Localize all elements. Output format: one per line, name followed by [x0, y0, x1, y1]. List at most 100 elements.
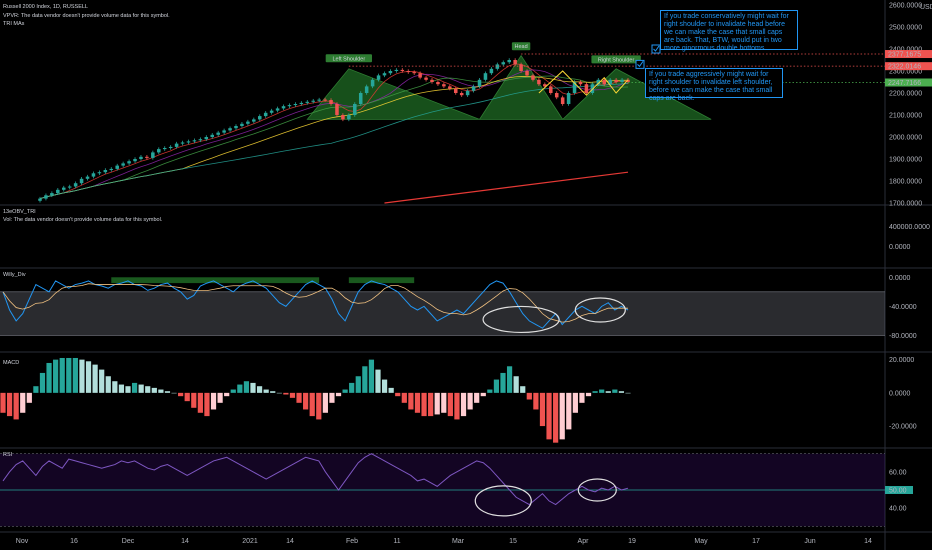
- willy-tick-0: 0.0000: [889, 275, 911, 282]
- macd-bar: [599, 389, 605, 393]
- candle-body: [501, 62, 506, 65]
- macd-bar: [414, 392, 421, 413]
- time-tick-1: 16: [70, 538, 78, 545]
- candle: [400, 68, 405, 73]
- candle-body: [519, 64, 523, 71]
- candle: [281, 104, 286, 111]
- price-currency: USD: [920, 4, 932, 11]
- note-conservative[interactable]: If you trade conservatively might wait f…: [660, 10, 798, 52]
- candle-body: [293, 104, 298, 106]
- candle-body: [275, 108, 280, 111]
- candle-body: [174, 143, 179, 147]
- candle-body: [139, 156, 143, 159]
- willy-circle-1: [574, 297, 626, 323]
- macd-bar: [164, 391, 171, 393]
- macd-bar: [99, 369, 105, 393]
- candle: [323, 97, 327, 102]
- candle-body: [477, 79, 482, 87]
- macd-bar: [434, 392, 440, 415]
- candle: [388, 69, 393, 75]
- macd-bar: [158, 389, 164, 393]
- candle: [91, 171, 96, 179]
- candle-body: [531, 75, 535, 80]
- candle: [364, 84, 369, 95]
- candle: [174, 141, 179, 149]
- candle: [418, 71, 422, 80]
- left-shoulder-label-text: Left Shoulder: [332, 56, 365, 62]
- price-tick-4: 2200.0000: [889, 91, 922, 98]
- macd-bar: [355, 376, 361, 393]
- candle-body: [329, 100, 333, 104]
- time-tick-6: Feb: [346, 538, 358, 545]
- candle: [269, 108, 274, 115]
- willy-tick-2: -80.0000: [889, 333, 917, 340]
- candle-body: [341, 115, 345, 120]
- macd-bar: [39, 372, 46, 393]
- candle: [341, 113, 345, 122]
- candle-body: [127, 161, 131, 164]
- candle-body: [442, 84, 446, 87]
- price-label-2: 2247.7166: [885, 78, 932, 87]
- macd-bar: [349, 382, 355, 393]
- candle-body: [157, 149, 161, 153]
- macd-bar: [467, 392, 473, 410]
- macd-bar: [178, 392, 184, 397]
- candle-body: [210, 134, 215, 137]
- price-label-2-text: 2247.7166: [888, 80, 921, 87]
- candle-body: [620, 79, 624, 82]
- candle-body: [543, 84, 547, 87]
- macd-bar: [480, 392, 486, 397]
- candle: [157, 147, 161, 155]
- candle: [246, 119, 250, 126]
- macd-bar: [395, 392, 401, 397]
- candle: [578, 80, 583, 86]
- candle: [459, 91, 464, 97]
- macd-bar: [79, 359, 85, 393]
- candle-body: [162, 148, 167, 150]
- candle: [465, 89, 470, 97]
- candle: [489, 67, 494, 75]
- time-tick-9: 15: [509, 538, 517, 545]
- candle: [151, 150, 155, 160]
- candle-body: [453, 88, 458, 93]
- left-shoulder-label: Left Shoulder: [325, 54, 372, 63]
- time-tick-3: 14: [181, 538, 189, 545]
- note-aggressive[interactable]: If you trade aggressively might wait for…: [645, 68, 783, 102]
- macd-bar: [112, 381, 118, 393]
- candle-body: [204, 137, 209, 140]
- candle-body: [305, 101, 310, 103]
- price-label-1-text: 2322.0146: [888, 64, 921, 71]
- macd-bar: [296, 392, 302, 403]
- price-tick-2: 2400.0000: [889, 47, 922, 54]
- candle-body: [525, 71, 529, 76]
- macd-bar: [566, 392, 572, 430]
- macd-bar: [474, 392, 480, 403]
- candle: [376, 73, 381, 82]
- macd-bar: [289, 392, 296, 398]
- long-ma-line: [384, 171, 629, 204]
- note1-check-mark: [653, 45, 660, 52]
- macd-bar: [506, 366, 513, 393]
- macd-bar: [20, 392, 26, 413]
- candle: [73, 181, 78, 189]
- macd-bar: [263, 389, 269, 393]
- candle: [317, 97, 321, 103]
- macd-bar: [605, 391, 611, 393]
- candle: [109, 167, 114, 172]
- candle: [614, 78, 618, 84]
- candle-body: [257, 116, 262, 120]
- candle-body: [222, 130, 226, 133]
- macd-bar: [618, 391, 625, 393]
- candle-body: [513, 60, 517, 65]
- macd-bar: [309, 392, 315, 417]
- candle: [620, 78, 624, 84]
- macd-title: MACD: [3, 360, 19, 366]
- candle: [353, 102, 357, 117]
- time-tick-8: Mar: [452, 538, 465, 545]
- willy-line: [2, 280, 629, 329]
- candle: [240, 122, 244, 128]
- candle: [204, 135, 209, 141]
- candle-body: [465, 90, 470, 96]
